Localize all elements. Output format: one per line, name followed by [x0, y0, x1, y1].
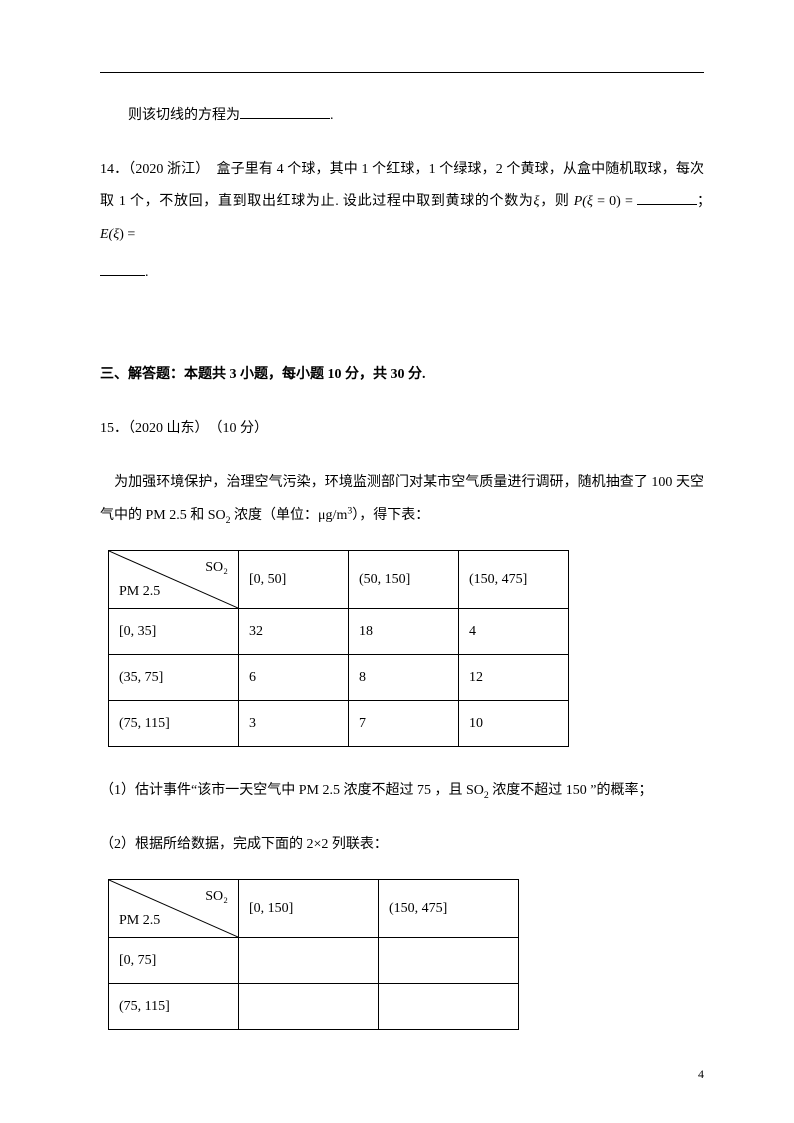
row-header: [0, 75]: [109, 938, 239, 984]
text: 则该切线的方程为: [128, 108, 240, 123]
p-r: = 0) =: [593, 194, 637, 209]
q14-blank-line: .: [100, 257, 704, 289]
col-header: [0, 50]: [239, 550, 349, 608]
diag-bot-label: PM 2.5: [119, 910, 160, 931]
data-cell: 32: [239, 608, 349, 654]
s1b: 浓度不超过 150 ”的概率；: [489, 783, 653, 798]
diag-header-cell: SO₂ PM 2.5: [109, 880, 239, 938]
blank: [240, 104, 330, 119]
q15-num: 15．（2020 山东） （10 分）: [100, 413, 704, 445]
t1c: ），得下表：: [352, 508, 429, 523]
col-header: [0, 150]: [239, 880, 379, 938]
section-3-heading: 三、解答题：本题共 3 小题，每小题 10 分，共 30 分.: [100, 359, 704, 391]
diag-bot-label: PM 2.5: [119, 581, 160, 602]
data-cell: [379, 984, 519, 1030]
so2a: SO: [208, 508, 226, 523]
data-cell: 4: [459, 608, 569, 654]
row-header: (75, 115]: [109, 984, 239, 1030]
period: .: [330, 108, 334, 123]
data-cell: 10: [459, 700, 569, 746]
semi: ；: [697, 194, 704, 209]
p-l: P(: [574, 194, 587, 209]
data-cell: [239, 938, 379, 984]
col-header: (150, 475]: [379, 880, 519, 938]
unit: μg/m: [318, 508, 347, 523]
blank2: [100, 260, 145, 275]
diag-top-label: SO₂: [205, 886, 228, 907]
diag-top-label: SO₂: [205, 557, 228, 578]
period2: .: [145, 265, 149, 280]
row-header: (75, 115]: [109, 700, 239, 746]
page-number: 4: [698, 1065, 704, 1083]
data-cell: 12: [459, 654, 569, 700]
q15-sub2: （2）根据所给数据，完成下面的 2×2 列联表：: [100, 829, 704, 861]
data-cell: 8: [349, 654, 459, 700]
row-header: [0, 35]: [109, 608, 239, 654]
so2b: SO: [466, 783, 484, 798]
data-cell: 7: [349, 700, 459, 746]
diag-header-cell: SO₂ PM 2.5: [109, 550, 239, 608]
q14-mid: ，则: [540, 194, 574, 209]
s1a: （1）估计事件“该市一天空气中 PM 2.5 浓度不超过 75 ，且: [100, 783, 466, 798]
blank1: [637, 190, 697, 205]
q15-sub1: （1）估计事件“该市一天空气中 PM 2.5 浓度不超过 75 ，且 SO2 浓…: [100, 775, 704, 807]
e-l: E(: [100, 227, 113, 242]
col-header: (150, 475]: [459, 550, 569, 608]
data-cell: [379, 938, 519, 984]
data-cell: 3: [239, 700, 349, 746]
data-table: SO₂ PM 2.5 [0, 50](50, 150](150, 475] [0, 3…: [108, 550, 569, 747]
tangent-line-text: 则该切线的方程为.: [100, 100, 704, 132]
q14-text: 14．（2020 浙江） 盒子里有 4 个球，其中 1 个红球，1 个绿球，2 …: [100, 154, 704, 251]
data-cell: 6: [239, 654, 349, 700]
e-r: ) =: [119, 227, 135, 242]
row-header: (35, 75]: [109, 654, 239, 700]
data-cell: [239, 984, 379, 1030]
table-2: SO₂ PM 2.5 [0, 150](150, 475] [0, 75](75, 1…: [100, 879, 704, 1030]
q15-body: 为加强环境保护，治理空气污染，环境监测部门对某市空气质量进行调研，随机抽查了 1…: [100, 467, 704, 532]
data-table: SO₂ PM 2.5 [0, 150](150, 475] [0, 75](75, 1…: [108, 879, 519, 1030]
header-rule: [100, 72, 704, 73]
data-cell: 18: [349, 608, 459, 654]
table-1: SO₂ PM 2.5 [0, 50](50, 150](150, 475] [0, 3…: [100, 550, 704, 747]
t1b: 浓度（单位：: [231, 508, 319, 523]
col-header: (50, 150]: [349, 550, 459, 608]
